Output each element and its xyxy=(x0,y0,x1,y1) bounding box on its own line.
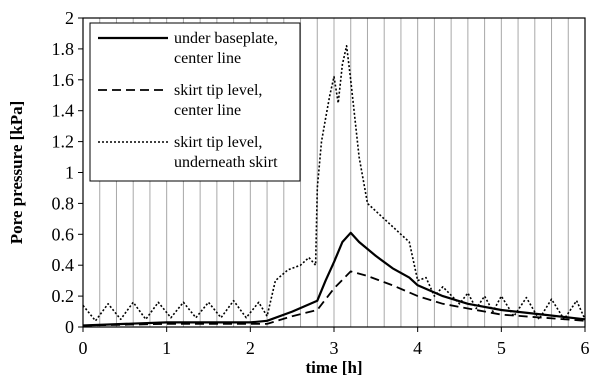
legend-label: center line xyxy=(174,50,241,67)
series-layer xyxy=(82,45,586,327)
legend-label: center line xyxy=(174,102,241,119)
y-tick-label: 0.8 xyxy=(52,193,75,213)
y-axis-label: Pore pressure [kPa] xyxy=(7,101,26,245)
legend: under baseplate, center line skirt tip lev… xyxy=(89,22,301,182)
series-line-2 xyxy=(82,270,586,327)
legend-box xyxy=(89,22,301,182)
x-tick-label: 2 xyxy=(246,338,255,358)
series-line-3 xyxy=(82,45,586,322)
x-tick-label: 1 xyxy=(162,338,171,358)
legend-label: skirt tip level, xyxy=(174,134,262,151)
x-tick-label: 4 xyxy=(413,338,422,358)
legend-label: underneath skirt xyxy=(174,154,278,171)
y-tick-label: 0.4 xyxy=(52,255,75,275)
y-tick-label: 0.2 xyxy=(52,286,75,306)
x-tick-label: 0 xyxy=(79,338,88,358)
y-tick-label: 0.6 xyxy=(52,224,75,244)
legend-label: skirt tip level, xyxy=(174,82,262,99)
x-axis-label: time [h] xyxy=(305,358,362,377)
y-tick-label: 2 xyxy=(65,8,74,28)
x-tick-label: 3 xyxy=(330,338,339,358)
y-tick-label: 1.8 xyxy=(52,39,75,59)
axis-ticks: 0 1 2 3 4 5 6 0 0.2 0.4 0.6 0.8 1 1.2 1.4 1.6 1.8 2 xyxy=(52,8,590,358)
y-tick-label: 0 xyxy=(65,317,74,337)
y-tick-label: 1.4 xyxy=(52,101,75,121)
legend-label: under baseplate, xyxy=(174,30,278,47)
x-tick-label: 6 xyxy=(581,338,590,358)
y-tick-label: 1.6 xyxy=(52,70,75,90)
y-tick-label: 1 xyxy=(65,163,74,183)
y-tick-label: 1.2 xyxy=(52,132,75,152)
x-tick-label: 5 xyxy=(497,338,506,358)
series-line-1 xyxy=(82,231,586,327)
